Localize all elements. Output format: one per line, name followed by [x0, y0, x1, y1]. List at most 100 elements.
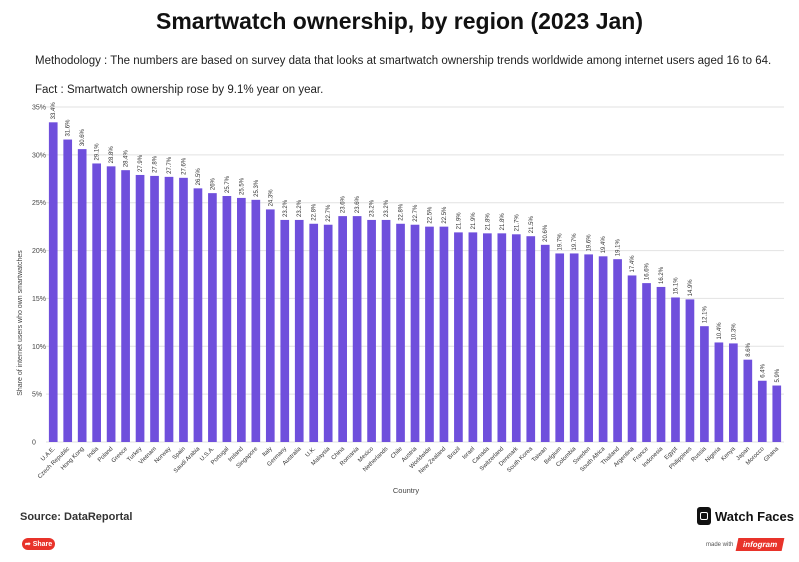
bar[interactable] [309, 223, 319, 442]
bar[interactable] [179, 177, 188, 442]
bar[interactable] [150, 175, 159, 442]
share-button[interactable]: ➦ Share [22, 538, 55, 550]
bar[interactable] [164, 176, 174, 442]
bar[interactable] [237, 197, 246, 442]
bar[interactable] [454, 232, 463, 442]
bar[interactable] [265, 209, 275, 442]
bar[interactable] [627, 275, 637, 442]
bar-value-label: 23.6% [355, 195, 361, 213]
bar-value-label: 27.6% [181, 157, 187, 175]
bar-value-label: 33.4% [51, 102, 57, 120]
bars [48, 122, 782, 443]
y-tick-label: 20% [32, 248, 46, 255]
bar[interactable] [540, 244, 550, 442]
bar-value-label: 8.6% [746, 342, 752, 356]
bar[interactable] [729, 343, 738, 442]
bar[interactable] [396, 223, 405, 442]
bar[interactable] [222, 196, 232, 442]
bar[interactable] [772, 385, 782, 442]
bar-value-label: 25.3% [254, 179, 260, 197]
bar[interactable] [251, 199, 261, 442]
bar-value-label: 22.5% [442, 206, 448, 224]
bar-value-label: 19.7% [572, 233, 578, 251]
bar[interactable] [135, 174, 145, 442]
bar[interactable] [410, 224, 420, 442]
bar[interactable] [352, 216, 362, 442]
bar[interactable] [613, 259, 622, 442]
category-label: Norway [154, 446, 173, 465]
source-text: Source: DataReportal [20, 511, 133, 523]
y-tick-label: 30% [32, 152, 46, 159]
bar-value-label: 27.9% [138, 154, 144, 172]
bar[interactable] [569, 253, 579, 442]
bar[interactable] [425, 226, 434, 442]
bar[interactable] [63, 139, 73, 443]
bar[interactable] [700, 326, 709, 442]
y-tick-label: 10% [32, 344, 46, 351]
bar[interactable] [294, 219, 304, 442]
bar[interactable] [92, 163, 101, 442]
bar[interactable] [323, 224, 333, 442]
bar-value-label: 21.8% [485, 213, 491, 231]
bar[interactable] [439, 226, 449, 442]
bar-value-label: 31.6% [66, 119, 72, 137]
bar-value-label: 21.7% [514, 214, 520, 232]
y-tick-label: 0 [32, 440, 36, 447]
bar-value-label: 14.9% [688, 279, 694, 297]
bar[interactable] [685, 299, 695, 442]
y-tick-label: 35% [32, 105, 46, 112]
bar[interactable] [642, 283, 651, 442]
made-with-infogram[interactable]: made with infogram [706, 538, 785, 551]
y-tick-label: 25% [32, 200, 46, 207]
bar-value-label: 10.3% [731, 323, 737, 341]
bar[interactable] [526, 236, 536, 442]
y-axis-label: Share of internet users who own smartwat… [17, 250, 24, 396]
bar-value-label: 24.3% [268, 189, 274, 207]
bar-value-label: 22.8% [399, 203, 405, 221]
bar-value-label: 28.4% [124, 149, 130, 167]
bar[interactable] [338, 216, 347, 442]
value-labels: 33.4% 31.6% 30.6% 29.1% 28.8% 28.4% 27.9% 27.8%… [51, 102, 781, 383]
bar[interactable] [497, 233, 507, 442]
bar[interactable] [193, 188, 203, 442]
bar[interactable] [656, 286, 666, 442]
bar[interactable] [468, 232, 478, 442]
bar-value-label: 22.5% [427, 206, 433, 224]
bar[interactable] [367, 219, 376, 442]
bar-value-label: 16.6% [645, 262, 651, 280]
bar[interactable] [106, 166, 116, 442]
bar[interactable] [381, 219, 391, 442]
bar-value-label: 27.8% [153, 155, 159, 173]
bar-value-label: 16.2% [659, 266, 665, 284]
bar-value-label: 25.5% [239, 177, 245, 195]
bar-value-label: 22.7% [413, 204, 419, 222]
y-tick-label: 15% [32, 296, 46, 303]
bar[interactable] [483, 233, 492, 442]
bar[interactable] [743, 359, 753, 442]
bar[interactable] [757, 380, 767, 442]
bar[interactable] [555, 253, 565, 442]
bar[interactable] [280, 219, 290, 442]
bar-value-label: 19.6% [587, 234, 593, 252]
bar[interactable] [48, 122, 58, 443]
share-icon: ➦ [24, 541, 31, 548]
bar[interactable] [511, 234, 521, 442]
bar-value-label: 26.5% [196, 168, 202, 186]
bar-value-label: 19.7% [558, 233, 564, 251]
bar[interactable] [671, 297, 680, 442]
y-axis-ticks: 0 5% 10% 15% 20% 25% 30% 35% [32, 105, 46, 447]
bar[interactable] [714, 342, 724, 442]
bar[interactable] [121, 170, 130, 442]
bar-value-label: 20.6% [543, 224, 549, 242]
bar[interactable] [208, 193, 217, 442]
brand-logo[interactable]: Watch Faces [697, 507, 794, 525]
bar[interactable] [584, 254, 593, 442]
bar-value-label: 19.1% [616, 239, 622, 257]
bar[interactable] [77, 149, 87, 442]
bar-value-label: 17.4% [630, 255, 636, 273]
bar-value-label: 23.2% [283, 199, 289, 217]
bar[interactable] [598, 256, 608, 442]
bar-value-label: 23.2% [297, 199, 303, 217]
bar-value-label: 19.4% [601, 236, 607, 254]
